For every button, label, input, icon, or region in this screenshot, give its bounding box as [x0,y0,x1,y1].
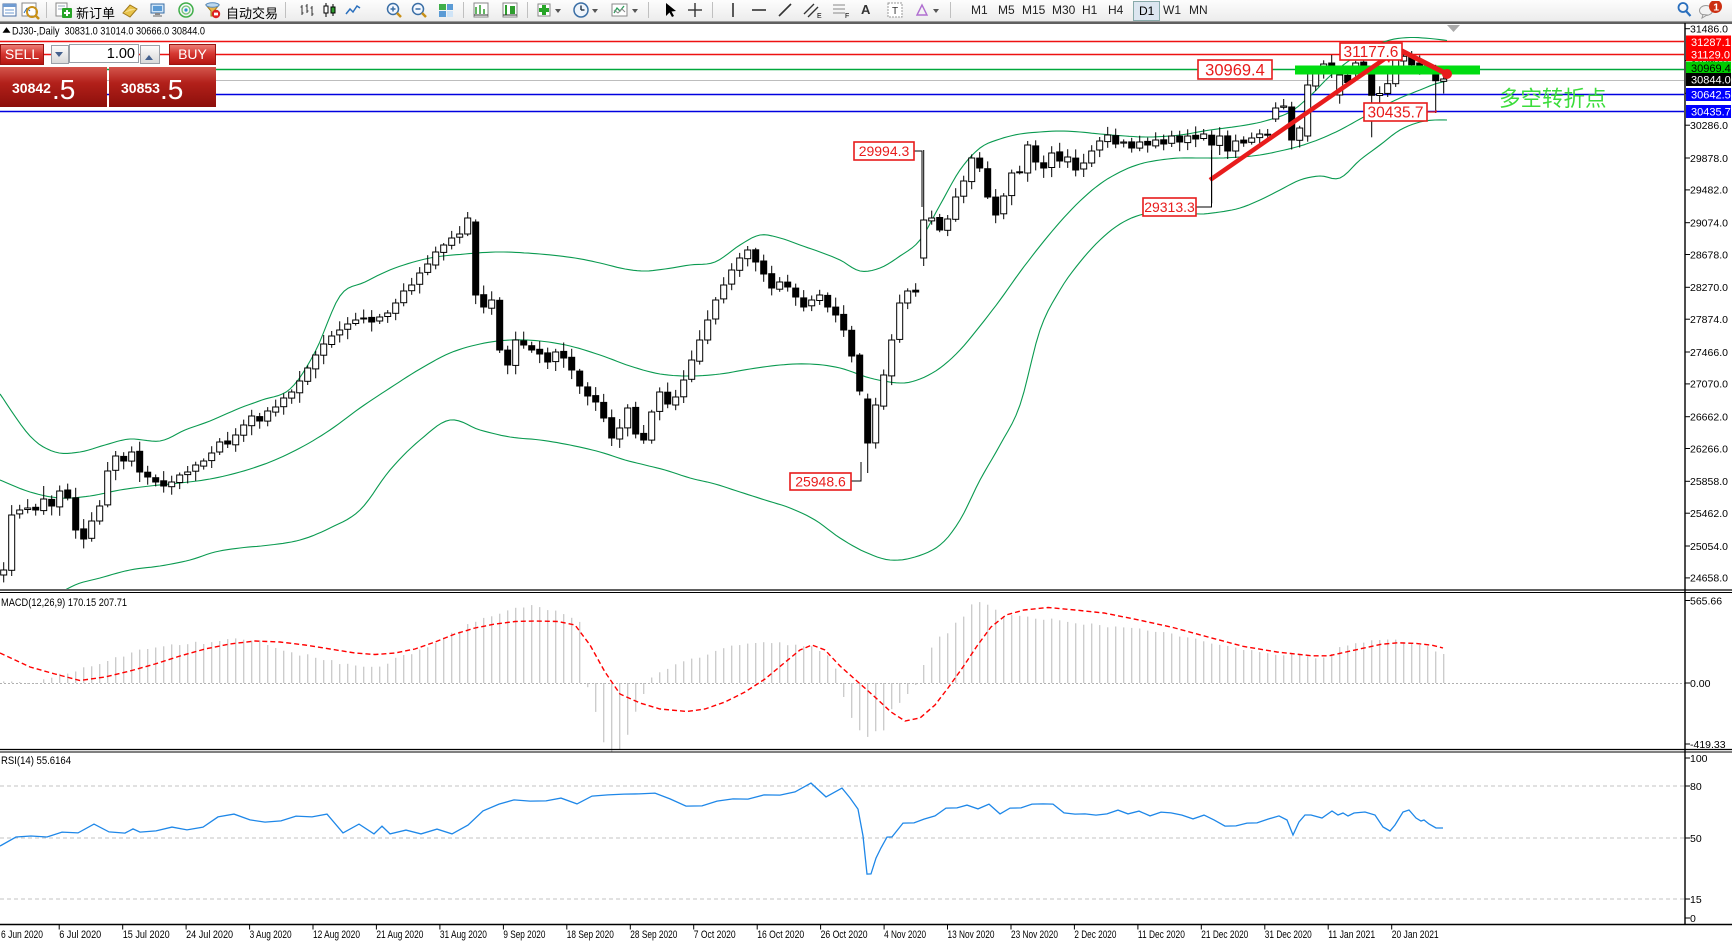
svg-text:21 Dec 2020: 21 Dec 2020 [1201,929,1248,941]
svg-text:18 Sep 2020: 18 Sep 2020 [567,929,614,941]
svg-text:F: F [845,13,849,20]
svg-text:30642.5: 30642.5 [1691,90,1731,102]
svg-text:28 Sep 2020: 28 Sep 2020 [630,929,677,941]
svg-text:24658.0: 24658.0 [1690,573,1728,585]
svg-text:25858.0: 25858.0 [1690,476,1728,488]
svg-text:2 Dec 2020: 2 Dec 2020 [1074,929,1116,941]
svg-text:RSI(14) 55.6164: RSI(14) 55.6164 [1,755,71,767]
svg-text:100: 100 [1690,753,1708,765]
svg-text:31129.0: 31129.0 [1691,50,1730,62]
svg-text:29313.3: 29313.3 [1144,199,1195,215]
svg-text:31 Aug 2020: 31 Aug 2020 [440,929,487,941]
svg-text:16 Oct 2020: 16 Oct 2020 [757,929,804,941]
svg-text:30969.4: 30969.4 [1691,63,1731,75]
svg-text:6 Jul 2020: 6 Jul 2020 [59,929,101,941]
svg-text:6 Jun 2020: 6 Jun 2020 [1,929,43,941]
svg-text:9 Sep 2020: 9 Sep 2020 [503,929,545,941]
svg-text:13 Nov 2020: 13 Nov 2020 [948,929,995,941]
svg-text:7 Oct 2020: 7 Oct 2020 [694,929,736,941]
svg-text:29878.0: 29878.0 [1690,153,1728,165]
svg-text:50: 50 [1690,833,1702,845]
svg-text:0.00: 0.00 [1690,678,1711,690]
svg-text:12 Aug 2020: 12 Aug 2020 [313,929,360,941]
svg-text:15 Jul 2020: 15 Jul 2020 [123,929,170,941]
svg-text:31177.6: 31177.6 [1344,44,1399,61]
svg-text:30969.4: 30969.4 [1205,61,1265,79]
svg-text:MACD(12,26,9) 170.15 207.71: MACD(12,26,9) 170.15 207.71 [1,597,127,609]
svg-text:25054.0: 25054.0 [1690,541,1728,553]
svg-text:多空转折点: 多空转折点 [1499,87,1607,111]
svg-text:29482.0: 29482.0 [1690,185,1728,197]
svg-text:30844.0: 30844.0 [1691,75,1731,87]
svg-text:26266.0: 26266.0 [1690,443,1728,455]
svg-text:30435.7: 30435.7 [1367,105,1423,122]
svg-text:11 Jan 2021: 11 Jan 2021 [1328,929,1375,941]
svg-text:21 Aug 2020: 21 Aug 2020 [376,929,423,941]
svg-text:25948.6: 25948.6 [795,474,846,490]
svg-text:E: E [817,13,822,20]
svg-text:28270.0: 28270.0 [1690,282,1728,294]
svg-text:27466.0: 27466.0 [1690,347,1728,359]
svg-text:20 Jan 2021: 20 Jan 2021 [1392,929,1439,941]
svg-text:31 Dec 2020: 31 Dec 2020 [1265,929,1312,941]
svg-text:1: 1 [1713,2,1719,14]
svg-text:27070.0: 27070.0 [1690,379,1728,391]
svg-text:26 Oct 2020: 26 Oct 2020 [821,929,868,941]
svg-text:25462.0: 25462.0 [1690,508,1728,520]
svg-text:23 Nov 2020: 23 Nov 2020 [1011,929,1058,941]
svg-text:31287.1: 31287.1 [1691,37,1731,49]
svg-text:30286.0: 30286.0 [1690,120,1728,132]
svg-text:29074.0: 29074.0 [1690,218,1728,230]
svg-text:24 Jul 2020: 24 Jul 2020 [186,929,233,941]
svg-text:11 Dec 2020: 11 Dec 2020 [1138,929,1185,941]
svg-text:28678.0: 28678.0 [1690,249,1728,261]
svg-text:DJ30-,Daily 30831.0 31014.0 3: DJ30-,Daily 30831.0 31014.0 30666.0 3084… [12,26,205,38]
svg-text:15: 15 [1690,894,1702,906]
svg-text:565.66: 565.66 [1690,595,1722,607]
svg-text:26662.0: 26662.0 [1690,412,1728,424]
svg-text:0: 0 [1690,913,1696,925]
svg-text:4 Nov 2020: 4 Nov 2020 [884,929,926,941]
svg-text:30435.7: 30435.7 [1691,107,1731,119]
svg-text:27874.0: 27874.0 [1690,314,1728,326]
svg-text:-419.33: -419.33 [1690,739,1726,751]
svg-text:31486.0: 31486.0 [1690,24,1728,36]
svg-text:29994.3: 29994.3 [859,143,910,159]
svg-text:3 Aug 2020: 3 Aug 2020 [250,929,292,941]
svg-text:80: 80 [1690,781,1702,793]
svg-text:T: T [892,6,898,17]
